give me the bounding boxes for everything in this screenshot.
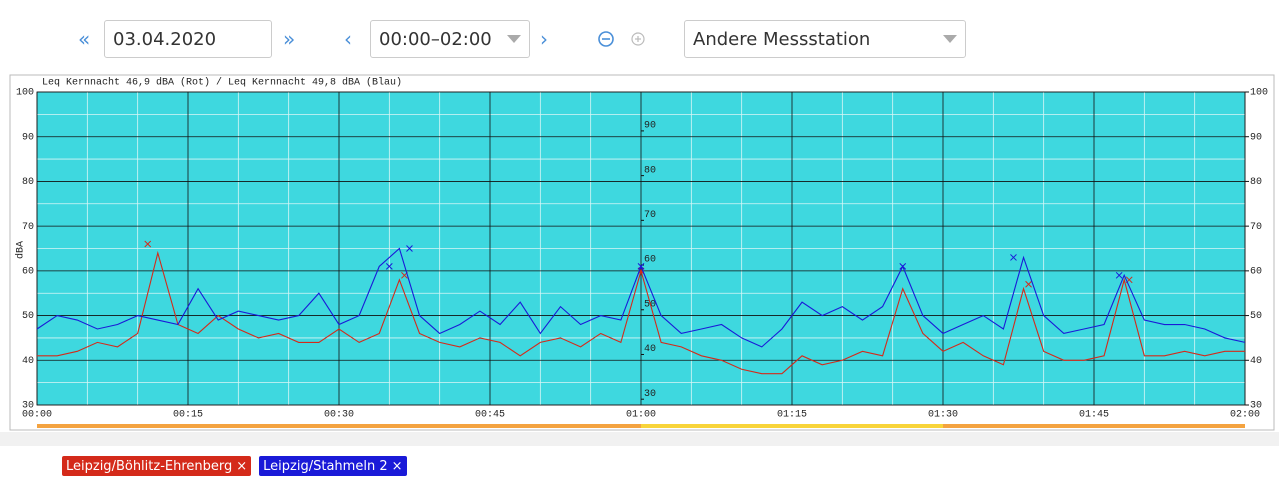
y3-tick-label: 70 bbox=[644, 210, 656, 221]
station-label: Andere Messstation bbox=[693, 28, 871, 50]
time-select[interactable]: 00:00–02:00 bbox=[370, 20, 530, 58]
peak-marker bbox=[1010, 254, 1017, 261]
chart-title: Leq Kernnacht 46,9 dBA (Rot) / Leq Kernn… bbox=[42, 77, 402, 89]
x-tick-label: 02:00 bbox=[1230, 410, 1260, 421]
x-tick-label: 01:15 bbox=[777, 410, 807, 421]
peak-marker bbox=[637, 263, 645, 270]
time-range: 00:00–02:00 bbox=[379, 28, 492, 50]
station-select[interactable]: Andere Messstation bbox=[684, 20, 966, 58]
y2-tick-label: 80 bbox=[1250, 177, 1262, 188]
y-tick-label: 70 bbox=[22, 222, 34, 233]
prev-day[interactable]: « bbox=[78, 27, 91, 51]
y3-tick-label: 50 bbox=[644, 299, 656, 310]
x-tick-label: 00:45 bbox=[475, 410, 505, 421]
x-tick-label: 01:45 bbox=[1079, 410, 1109, 421]
x-tick-label: 01:00 bbox=[626, 410, 656, 421]
legend-remove[interactable]: × bbox=[236, 458, 248, 474]
y3-tick-label: 60 bbox=[644, 255, 656, 266]
y3-tick-label: 80 bbox=[644, 165, 656, 176]
peak-marker bbox=[385, 263, 393, 270]
dropdown-arrow bbox=[507, 35, 521, 43]
y-tick-label: 40 bbox=[22, 356, 34, 367]
y3-tick-label: 90 bbox=[644, 121, 656, 132]
x-tick-label: 00:00 bbox=[22, 410, 52, 421]
legend-remove[interactable]: × bbox=[391, 458, 403, 474]
y-tick-label: 50 bbox=[22, 311, 34, 322]
period-band bbox=[37, 424, 641, 428]
prev-time[interactable]: ‹ bbox=[344, 27, 352, 51]
y3-tick-label: 30 bbox=[644, 389, 656, 400]
date-input[interactable]: 03.04.2020 bbox=[104, 20, 272, 58]
scrollbar[interactable] bbox=[0, 432, 1279, 446]
next-day[interactable]: » bbox=[283, 27, 296, 51]
y2-tick-label: 90 bbox=[1250, 132, 1262, 143]
peak-marker bbox=[1025, 280, 1032, 288]
peak-marker bbox=[1115, 271, 1123, 279]
next-time[interactable]: › bbox=[540, 27, 548, 51]
y2-tick-label: 100 bbox=[1250, 88, 1268, 99]
y3-tick-label: 40 bbox=[644, 344, 656, 355]
x-tick-label: 00:30 bbox=[324, 410, 354, 421]
peak-marker bbox=[406, 245, 413, 252]
y2-tick-label: 40 bbox=[1250, 356, 1262, 367]
y2-tick-label: 70 bbox=[1250, 222, 1262, 233]
legend-label: Leipzig/Stahmeln 2 bbox=[263, 458, 388, 474]
zoom-in[interactable] bbox=[628, 20, 648, 58]
dropdown-arrow bbox=[943, 35, 957, 43]
legend-chip[interactable]: Leipzig/Stahmeln 2 × bbox=[259, 456, 407, 476]
peak-marker bbox=[899, 263, 907, 270]
x-tick-label: 01:30 bbox=[928, 410, 958, 421]
x-tick-label: 00:15 bbox=[173, 410, 203, 421]
period-band bbox=[943, 424, 1245, 428]
y2-tick-label: 50 bbox=[1250, 311, 1262, 322]
legend-label: Leipzig/Böhlitz-Ehrenberg bbox=[66, 458, 233, 474]
y-tick-label: 30 bbox=[22, 401, 34, 412]
chart: Leq Kernnacht 46,9 dBA (Rot) / Leq Kernn… bbox=[0, 74, 1279, 446]
y-tick-label: 90 bbox=[22, 132, 34, 143]
zoom-out[interactable] bbox=[596, 20, 616, 58]
y-tick-label: 80 bbox=[22, 177, 34, 188]
y2-tick-label: 60 bbox=[1250, 266, 1262, 277]
y-tick-label: 100 bbox=[16, 88, 34, 99]
peak-marker bbox=[144, 240, 152, 248]
y2-tick-label: 30 bbox=[1250, 401, 1262, 412]
y-axis-label: dBA bbox=[15, 241, 27, 259]
period-band bbox=[641, 424, 943, 428]
legend-chip[interactable]: Leipzig/Böhlitz-Ehrenberg × bbox=[62, 456, 252, 476]
y-tick-label: 60 bbox=[22, 266, 34, 277]
